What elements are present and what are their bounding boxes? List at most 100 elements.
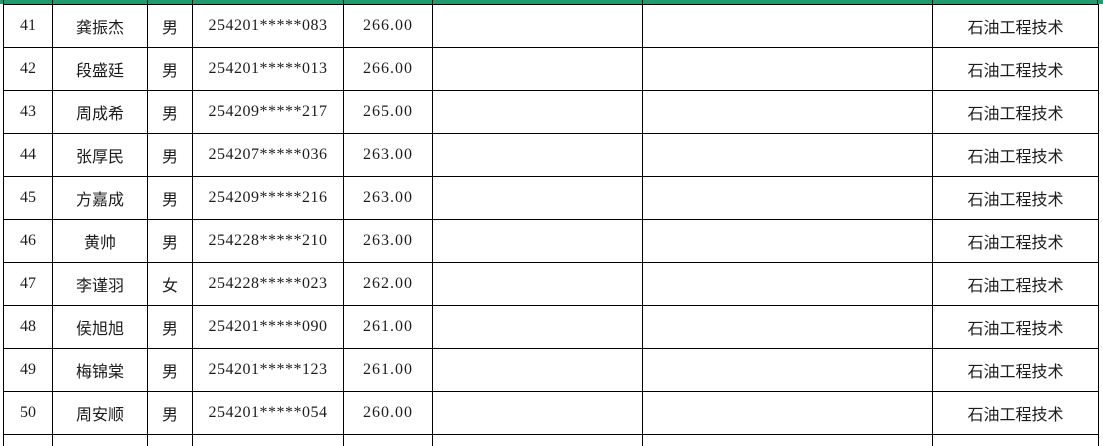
table-row: 49 梅锦棠 男 254201*****123 261.00 石油工程技术	[3, 348, 1099, 392]
table-row: 44 张厚民 男 254207*****036 263.00 石油工程技术	[3, 133, 1099, 177]
grid-tick	[343, 0, 344, 4]
empty-cell	[642, 90, 933, 134]
row-number-cell: 44	[3, 133, 53, 177]
exam-id-cell: 254209*****216	[192, 176, 344, 220]
empty-cell	[642, 262, 933, 306]
major-cell: 石油工程技术	[932, 391, 1099, 435]
empty-cell	[432, 4, 643, 48]
exam-id-cell: 254209*****217	[192, 90, 344, 134]
empty-cell	[642, 219, 933, 263]
grid-tick	[192, 0, 193, 4]
empty-cell	[432, 434, 643, 446]
empty-cell	[343, 434, 433, 446]
score-cell: 261.00	[343, 348, 433, 392]
table-row: 42 段盛廷 男 254201*****013 266.00 石油工程技术	[3, 47, 1099, 91]
empty-cell	[432, 305, 643, 349]
table-row: 46 黄帅 男 254228*****210 263.00 石油工程技术	[3, 219, 1099, 263]
empty-cell	[642, 391, 933, 435]
empty-cell	[432, 90, 643, 134]
score-cell: 263.00	[343, 176, 433, 220]
grid-tick	[932, 0, 933, 4]
row-number-cell: 43	[3, 90, 53, 134]
empty-cell	[432, 133, 643, 177]
row-number-cell: 50	[3, 391, 53, 435]
gender-cell: 男	[147, 176, 193, 220]
empty-cell	[932, 434, 1099, 446]
exam-id-cell: 254201*****013	[192, 47, 344, 91]
score-cell: 263.00	[343, 133, 433, 177]
score-cell: 263.00	[343, 219, 433, 263]
table-row: 41 龚振杰 男 254201*****083 266.00 石油工程技术	[3, 4, 1099, 48]
major-cell: 石油工程技术	[932, 90, 1099, 134]
name-cell: 龚振杰	[52, 4, 148, 48]
grid-tick	[1097, 0, 1098, 4]
empty-cell	[432, 47, 643, 91]
major-cell: 石油工程技术	[932, 47, 1099, 91]
exam-id-cell: 254207*****036	[192, 133, 344, 177]
exam-id-cell: 254228*****210	[192, 219, 344, 263]
major-cell: 石油工程技术	[932, 262, 1099, 306]
major-cell: 石油工程技术	[932, 348, 1099, 392]
gender-cell: 男	[147, 133, 193, 177]
gender-cell: 男	[147, 90, 193, 134]
empty-cell	[432, 176, 643, 220]
score-cell: 266.00	[343, 47, 433, 91]
major-cell: 石油工程技术	[932, 4, 1099, 48]
gender-cell: 男	[147, 47, 193, 91]
table-row: 48 侯旭旭 男 254201*****090 261.00 石油工程技术	[3, 305, 1099, 349]
name-cell: 黄帅	[52, 219, 148, 263]
row-number-cell: 47	[3, 262, 53, 306]
grid-tick	[642, 0, 643, 4]
row-number-cell: 41	[3, 4, 53, 48]
exam-id-cell: 254201*****054	[192, 391, 344, 435]
empty-cell	[147, 434, 193, 446]
empty-cell	[642, 176, 933, 220]
exam-id-cell: 254201*****090	[192, 305, 344, 349]
empty-cell	[432, 348, 643, 392]
name-cell: 方嘉成	[52, 176, 148, 220]
row-number-cell: 46	[3, 219, 53, 263]
gender-cell: 男	[147, 305, 193, 349]
name-cell: 侯旭旭	[52, 305, 148, 349]
score-cell: 265.00	[343, 90, 433, 134]
empty-cell	[642, 434, 933, 446]
major-cell: 石油工程技术	[932, 219, 1099, 263]
empty-cell	[52, 434, 148, 446]
table-row: 47 李谨羽 女 254228*****023 262.00 石油工程技术	[3, 262, 1099, 306]
score-cell: 262.00	[343, 262, 433, 306]
name-cell: 段盛廷	[52, 47, 148, 91]
gender-cell: 男	[147, 4, 193, 48]
exam-id-cell: 254228*****023	[192, 262, 344, 306]
empty-cell	[642, 4, 933, 48]
row-number-cell: 42	[3, 47, 53, 91]
exam-id-cell: 254201*****123	[192, 348, 344, 392]
empty-cell	[432, 262, 643, 306]
green-top-strip	[0, 0, 1103, 4]
table-row: 43 周成希 男 254209*****217 265.00 石油工程技术	[3, 90, 1099, 134]
gender-cell: 女	[147, 262, 193, 306]
name-cell: 张厚民	[52, 133, 148, 177]
empty-cell	[642, 47, 933, 91]
gender-cell: 男	[147, 391, 193, 435]
empty-cell	[642, 305, 933, 349]
table-row-partial	[3, 434, 1099, 446]
exam-id-cell: 254201*****083	[192, 4, 344, 48]
row-number-cell: 48	[3, 305, 53, 349]
empty-cell	[432, 391, 643, 435]
major-cell: 石油工程技术	[932, 305, 1099, 349]
admission-roster-table: 41 龚振杰 男 254201*****083 266.00 石油工程技术 42…	[3, 4, 1099, 446]
name-cell: 梅锦棠	[52, 348, 148, 392]
gender-cell: 男	[147, 219, 193, 263]
empty-cell	[642, 133, 933, 177]
grid-tick	[3, 0, 4, 4]
empty-cell	[3, 434, 53, 446]
major-cell: 石油工程技术	[932, 176, 1099, 220]
score-cell: 260.00	[343, 391, 433, 435]
grid-tick	[432, 0, 433, 4]
row-number-cell: 45	[3, 176, 53, 220]
empty-cell	[192, 434, 344, 446]
grid-tick	[147, 0, 148, 4]
name-cell: 李谨羽	[52, 262, 148, 306]
empty-cell	[642, 348, 933, 392]
